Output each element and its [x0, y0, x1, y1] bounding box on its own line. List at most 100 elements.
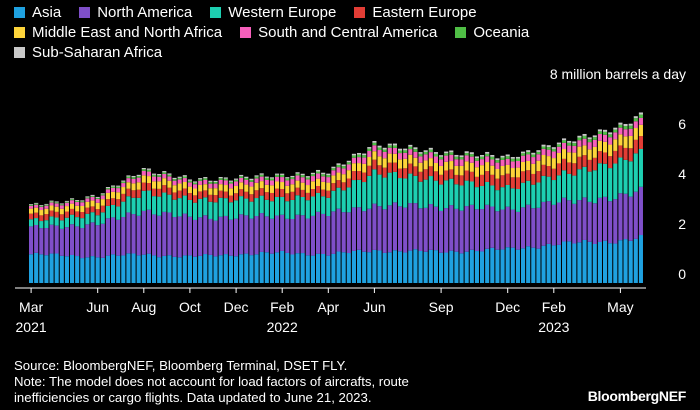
bar-segment — [280, 173, 285, 175]
bar-segment — [485, 248, 490, 283]
bar-segment — [167, 173, 172, 175]
bar-segment — [34, 212, 39, 219]
bar-segment — [29, 205, 34, 209]
bar-segment — [490, 247, 495, 283]
bar-segment — [413, 147, 418, 150]
bar-segment — [275, 176, 280, 182]
bar-segment — [70, 199, 75, 201]
bar-segment — [172, 177, 177, 180]
bar-segment — [597, 197, 602, 242]
bar-segment — [203, 178, 208, 180]
bar-segment — [469, 152, 474, 155]
bar-segment — [259, 176, 264, 182]
bar-segment — [152, 188, 157, 197]
bar-segment — [136, 177, 141, 183]
bar-segment — [418, 181, 423, 209]
bar-segment — [316, 211, 321, 254]
bar-segment — [244, 215, 249, 254]
bar-segment — [495, 178, 500, 191]
bar-segment — [172, 192, 177, 200]
x-tick-year-label: 2021 — [16, 319, 47, 335]
bar-segment — [531, 247, 536, 283]
bar-segment — [387, 162, 392, 173]
bar-segment — [521, 248, 526, 283]
bar-segment — [459, 185, 464, 211]
bar-segment — [44, 205, 49, 209]
bar-segment — [54, 202, 59, 204]
bar-segment — [531, 157, 536, 164]
bar-segment — [111, 186, 116, 188]
bar-segment — [59, 205, 64, 209]
bar-segment — [531, 154, 536, 158]
bar-segment — [75, 202, 80, 206]
bar-segment — [608, 201, 613, 244]
bar-segment — [54, 211, 59, 218]
bar-segment — [269, 201, 274, 219]
legend-label: Eastern Europe — [372, 3, 477, 21]
bar-segment — [213, 188, 218, 196]
bar-segment — [567, 162, 572, 174]
bar-segment — [85, 197, 90, 199]
bar-segment — [480, 165, 485, 175]
bar-segment — [372, 203, 377, 250]
bar-segment — [198, 178, 203, 180]
bar-segment — [556, 146, 561, 153]
bar-segment — [187, 182, 192, 187]
bar-segment — [474, 167, 479, 177]
bar-segment — [454, 159, 459, 166]
bar-segment — [80, 205, 85, 213]
bar-segment — [105, 199, 110, 206]
bar-segment — [597, 131, 602, 135]
bar-segment — [249, 180, 254, 182]
bar-segment — [536, 171, 541, 183]
bar-segment — [510, 158, 515, 162]
bar-segment — [193, 256, 198, 283]
bar-segment — [428, 158, 433, 167]
bar-segment — [592, 137, 597, 140]
bar-segment — [357, 179, 362, 208]
bar-segment — [331, 183, 336, 191]
bar-segment — [336, 172, 341, 181]
bar-segment — [526, 154, 531, 161]
bar-segment — [336, 251, 341, 283]
bar-segment — [290, 184, 295, 192]
bar-segment — [618, 157, 623, 194]
bar-segment — [85, 207, 90, 214]
bar-segment — [633, 238, 638, 283]
bar-segment — [336, 208, 341, 252]
bar-segment — [136, 215, 141, 256]
bar-segment — [592, 135, 597, 138]
bar-segment — [223, 178, 228, 181]
bar-segment — [39, 254, 44, 283]
bar-segment — [351, 153, 356, 156]
bar-segment — [300, 253, 305, 283]
bar-segment — [244, 179, 249, 185]
bar-segment — [131, 178, 136, 184]
bar-segment — [228, 188, 233, 196]
bar-segment — [295, 195, 300, 215]
bar-segment — [428, 149, 433, 153]
bar-segment — [392, 202, 397, 251]
bar-segment — [495, 160, 500, 163]
bar-segment — [418, 171, 423, 182]
bar-segment — [413, 249, 418, 283]
bar-segment — [541, 144, 546, 147]
bar-segment — [541, 245, 546, 283]
bar-segment — [152, 176, 157, 182]
legend-swatch — [14, 26, 25, 38]
bar-segment — [423, 150, 428, 152]
bar-segment — [623, 123, 628, 127]
bar-segment — [521, 155, 526, 162]
bar-segment — [239, 176, 244, 178]
bar-segment — [480, 251, 485, 283]
bar-segment — [223, 198, 228, 216]
bar-segment — [177, 179, 182, 184]
bar-segment — [464, 151, 469, 154]
bar-segment — [382, 177, 387, 210]
bar-segment — [100, 199, 105, 206]
bar-segment — [433, 171, 438, 181]
bar-segment — [341, 182, 346, 191]
y-tick-label: 2 — [678, 216, 686, 232]
bar-segment — [392, 171, 397, 203]
